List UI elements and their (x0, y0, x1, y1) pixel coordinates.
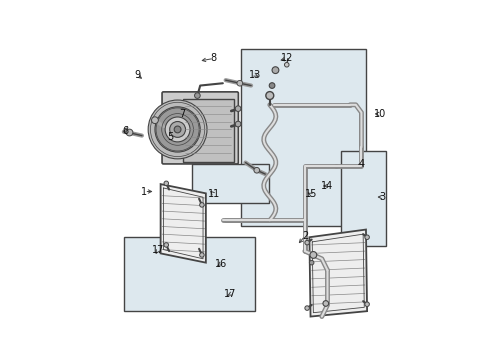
Circle shape (323, 301, 329, 306)
Circle shape (151, 117, 158, 123)
Circle shape (235, 106, 241, 112)
Bar (341, 151, 386, 246)
Text: 6: 6 (122, 126, 128, 135)
Text: 2: 2 (302, 231, 308, 241)
Circle shape (148, 100, 207, 159)
Bar (123, 237, 255, 311)
Bar (242, 49, 366, 226)
Text: 17: 17 (224, 289, 237, 299)
Circle shape (237, 80, 243, 86)
Circle shape (305, 306, 309, 310)
FancyBboxPatch shape (162, 92, 238, 164)
Circle shape (174, 126, 181, 133)
Text: 5: 5 (168, 132, 174, 143)
Circle shape (365, 235, 369, 239)
Text: 12: 12 (281, 53, 294, 63)
Text: 8: 8 (211, 53, 217, 63)
Circle shape (164, 243, 169, 247)
Circle shape (235, 121, 241, 127)
Circle shape (164, 181, 169, 186)
Circle shape (269, 83, 275, 88)
Circle shape (305, 240, 309, 245)
Circle shape (126, 129, 133, 136)
Text: 11: 11 (208, 189, 220, 199)
Polygon shape (309, 230, 367, 316)
Circle shape (155, 107, 200, 152)
Text: 4: 4 (359, 159, 365, 169)
Bar (192, 164, 269, 203)
Text: 3: 3 (380, 192, 386, 202)
Text: 1: 1 (141, 186, 147, 197)
Text: 14: 14 (321, 181, 334, 191)
Circle shape (195, 93, 200, 98)
Circle shape (310, 252, 317, 258)
Bar (183, 99, 234, 162)
Polygon shape (161, 184, 206, 263)
Text: 7: 7 (179, 109, 185, 119)
Circle shape (365, 302, 369, 306)
Circle shape (285, 63, 289, 67)
Text: 16: 16 (215, 258, 227, 269)
Text: 17: 17 (152, 245, 165, 255)
Circle shape (199, 253, 204, 257)
Circle shape (309, 260, 314, 265)
Circle shape (254, 167, 260, 173)
Circle shape (170, 122, 186, 138)
Text: 13: 13 (249, 70, 261, 80)
Circle shape (199, 203, 204, 207)
Text: 10: 10 (374, 109, 386, 119)
Circle shape (266, 91, 274, 99)
Circle shape (165, 117, 190, 142)
Circle shape (272, 67, 279, 73)
Text: 9: 9 (134, 70, 141, 80)
Text: 15: 15 (305, 189, 317, 199)
